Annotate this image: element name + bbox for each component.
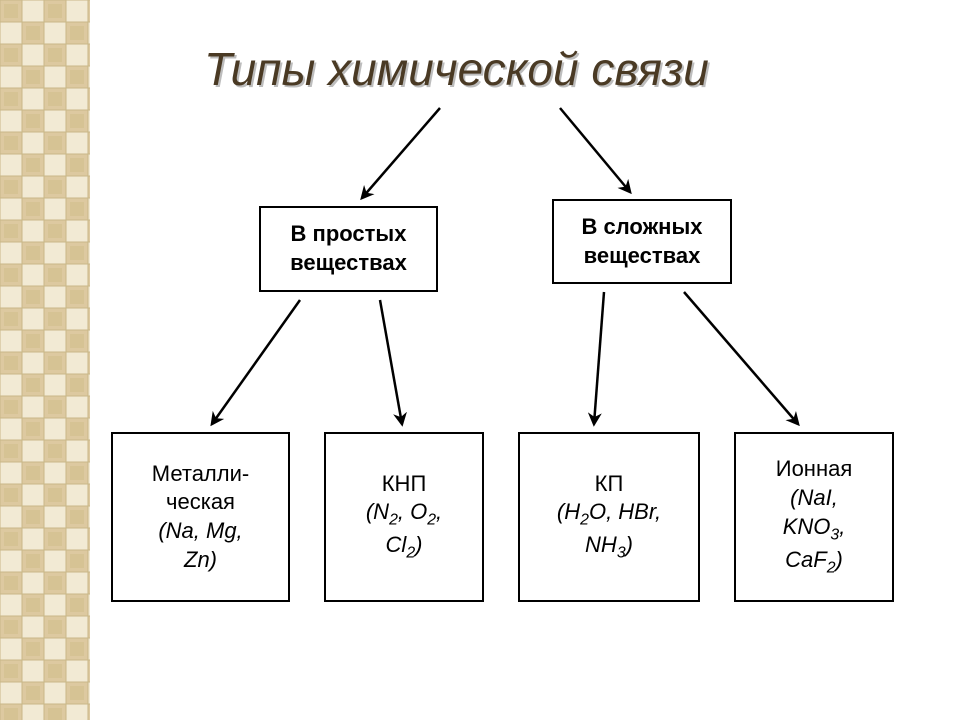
strip-pattern bbox=[0, 0, 90, 720]
page-title: Типы химической связи bbox=[204, 42, 709, 96]
arrows-layer bbox=[0, 0, 960, 720]
node-ionic-bond: Ионная(NaI,KNO3,CaF2) bbox=[734, 432, 894, 602]
node-covalent-polar: КП(H2O, HBr,NH3) bbox=[518, 432, 700, 602]
node-covalent-nonpolar: КНП(N2, O2,Cl2) bbox=[324, 432, 484, 602]
node-complex-substances: В сложныхвеществах bbox=[552, 199, 732, 284]
node-simple-substances: В простыхвеществах bbox=[259, 206, 438, 292]
node-metallic-bond: Металли-ческая(Na, Mg,Zn) bbox=[111, 432, 290, 602]
decorative-left-strip bbox=[0, 0, 90, 720]
